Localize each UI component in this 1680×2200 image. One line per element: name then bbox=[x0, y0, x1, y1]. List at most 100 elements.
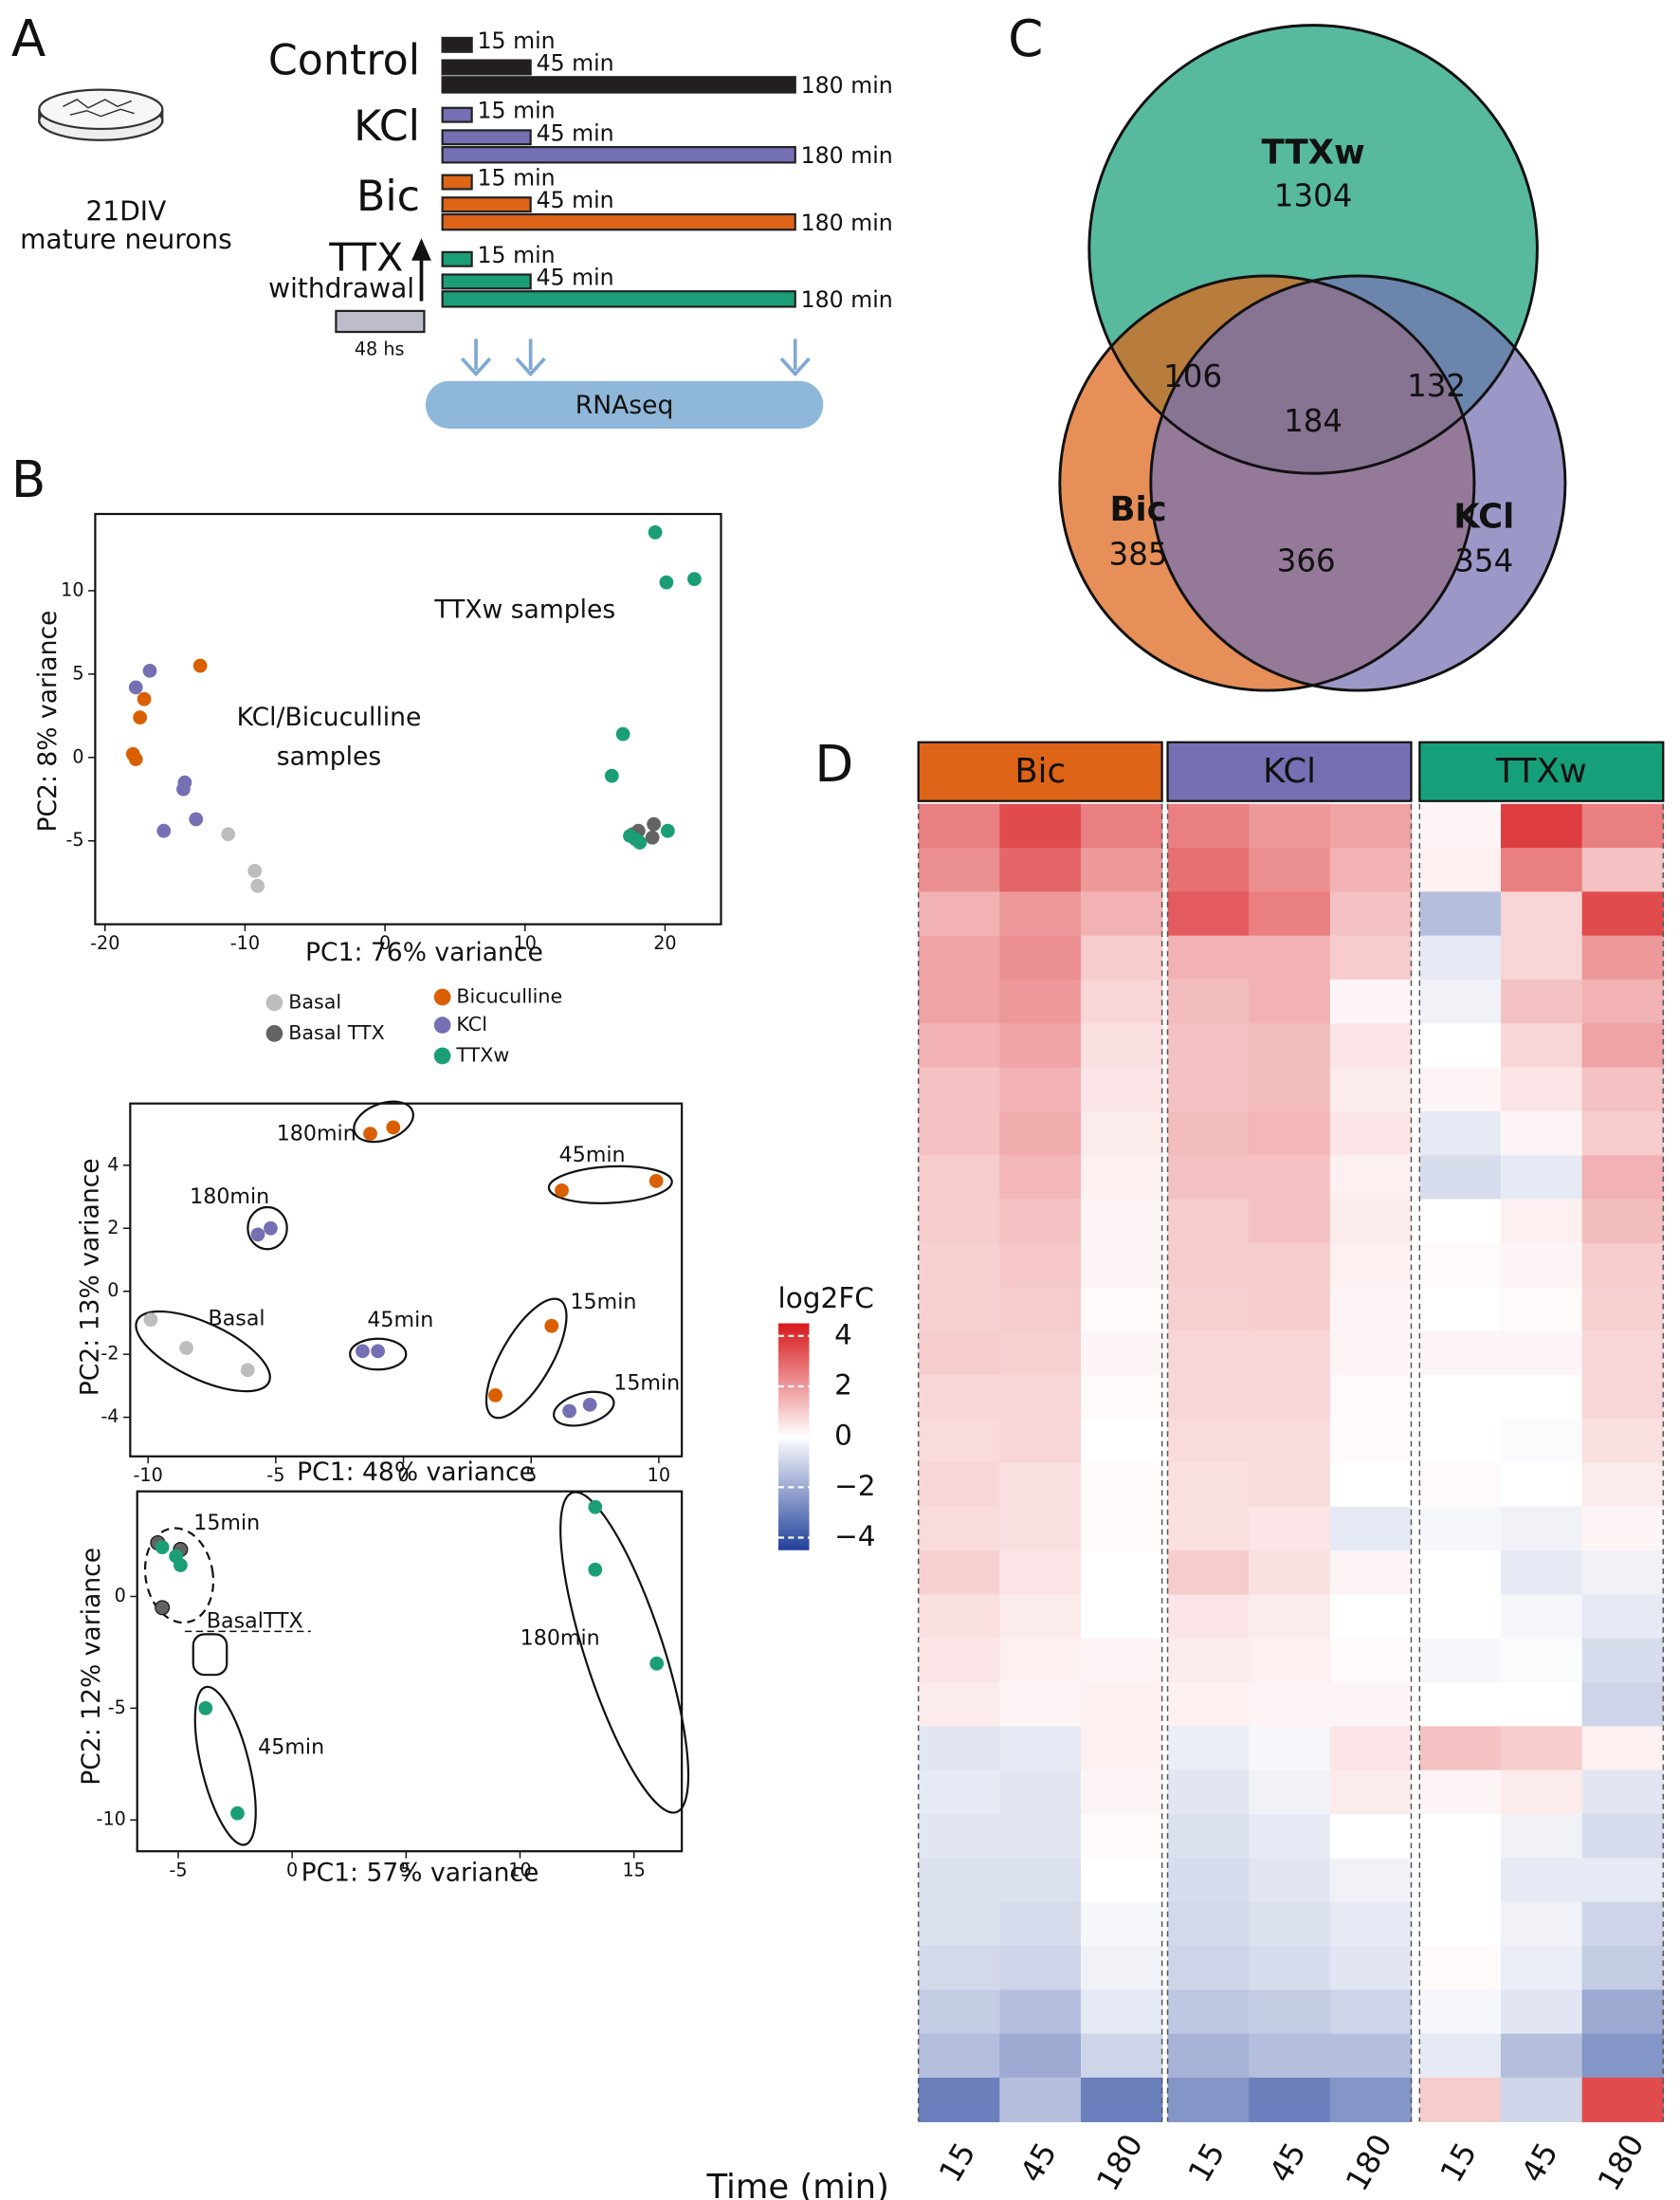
heat-cell bbox=[1581, 1682, 1665, 1728]
heat-cell bbox=[918, 1638, 1001, 1683]
point bbox=[648, 524, 663, 540]
heat-cell bbox=[1500, 1769, 1583, 1815]
heat-cell bbox=[1080, 1330, 1163, 1376]
panel-label: D bbox=[814, 735, 853, 794]
group-header bbox=[1166, 741, 1413, 802]
y-tick-label: 0 bbox=[72, 745, 83, 767]
y-tick-label: -4 bbox=[100, 1405, 119, 1427]
heat-cell bbox=[1500, 1901, 1583, 1947]
heat-cell bbox=[1249, 1989, 1331, 2035]
time-label: 15 min bbox=[478, 98, 556, 124]
heat-cell bbox=[1419, 1858, 1502, 1903]
time-bar bbox=[441, 146, 796, 164]
heat-cell bbox=[1419, 891, 1502, 937]
heat-cell bbox=[1249, 1682, 1331, 1728]
heat-cell bbox=[918, 1858, 1001, 1903]
heat-cell bbox=[918, 935, 1001, 981]
heat-cell bbox=[999, 2077, 1082, 2122]
heat-cell bbox=[999, 979, 1082, 1025]
heat-cell bbox=[1249, 1550, 1331, 1596]
heat-cell bbox=[1080, 979, 1163, 1025]
time-label: 45 min bbox=[537, 50, 614, 77]
heat-cell bbox=[1329, 1155, 1413, 1201]
point bbox=[582, 1397, 597, 1412]
heat-cell bbox=[1500, 1242, 1583, 1288]
heat-cell bbox=[1249, 803, 1331, 849]
point bbox=[588, 1499, 603, 1514]
region-count: 132 bbox=[1407, 368, 1466, 404]
heat-cell bbox=[1329, 1374, 1413, 1420]
point bbox=[247, 864, 263, 878]
heat-cell bbox=[1329, 1110, 1413, 1156]
heat-cell bbox=[1500, 1989, 1583, 2035]
heat-cell bbox=[999, 1287, 1082, 1332]
heat-cell bbox=[1500, 1858, 1583, 1903]
x-axis-label: Time (min) bbox=[705, 2168, 888, 2200]
heat-cell bbox=[1080, 935, 1163, 981]
time-tick-label: 180 bbox=[1339, 2128, 1399, 2197]
heat-cell bbox=[918, 2033, 1001, 2079]
heat-cell bbox=[1167, 1023, 1250, 1069]
heat-cell bbox=[999, 1199, 1082, 1244]
heat-cell bbox=[918, 1419, 1001, 1464]
heat-cell bbox=[1581, 891, 1665, 937]
heat-cell bbox=[1249, 2033, 1331, 2079]
cluster-outline bbox=[193, 1685, 257, 1846]
cluster-outline bbox=[247, 1205, 288, 1251]
heat-cell bbox=[999, 2033, 1082, 2079]
heat-cell bbox=[1080, 1287, 1163, 1332]
time-bar bbox=[441, 250, 473, 267]
heat-cell bbox=[1581, 848, 1665, 893]
point bbox=[142, 663, 157, 678]
point bbox=[179, 1341, 193, 1355]
heat-cell bbox=[1500, 1374, 1583, 1420]
point bbox=[356, 1344, 370, 1359]
heat-cell bbox=[918, 1287, 1001, 1332]
y-tick-label: 10 bbox=[61, 578, 83, 600]
group-label: TTXw bbox=[1495, 752, 1587, 791]
point bbox=[562, 1403, 577, 1419]
sample-arrow bbox=[515, 339, 546, 377]
heat-cell bbox=[1080, 1199, 1163, 1244]
venn-circle bbox=[1150, 275, 1565, 691]
x-axis-label: PC1: 76% variance bbox=[305, 938, 543, 967]
heat-cell bbox=[918, 1945, 1001, 1991]
heat-cell bbox=[1080, 1419, 1163, 1464]
heat-cell bbox=[1581, 1726, 1665, 1771]
condition-label: TTX bbox=[328, 235, 403, 281]
heat-cell bbox=[1500, 1419, 1583, 1464]
heat-cell bbox=[1581, 1769, 1665, 1815]
heat-cell bbox=[1419, 1110, 1502, 1156]
heat-cell bbox=[1080, 1242, 1163, 1288]
time-tick-label: 15 bbox=[932, 2136, 983, 2189]
heat-cell bbox=[1249, 1110, 1331, 1156]
heat-cell bbox=[1500, 1110, 1583, 1156]
heat-cell bbox=[1581, 1110, 1665, 1156]
heat-cell bbox=[1167, 1287, 1250, 1332]
heat-cell bbox=[1500, 935, 1583, 981]
heat-cell bbox=[1080, 1155, 1163, 1201]
point bbox=[156, 823, 172, 838]
heat-cell bbox=[999, 1594, 1082, 1640]
heat-cell bbox=[1500, 1682, 1583, 1728]
heat-cell bbox=[1080, 1901, 1163, 1947]
colorbar-tick-label: 4 bbox=[834, 1318, 852, 1350]
time-bar bbox=[441, 196, 532, 213]
heat-cell bbox=[1419, 803, 1502, 849]
heat-cell bbox=[1419, 1550, 1502, 1596]
heat-cell bbox=[1500, 1550, 1583, 1596]
heat-cell bbox=[1167, 1110, 1250, 1156]
heat-cell bbox=[1500, 1726, 1583, 1771]
heat-cell bbox=[1080, 2033, 1163, 2079]
heat-cell bbox=[1167, 1945, 1250, 1991]
heat-cell bbox=[1419, 1462, 1502, 1508]
heat-cell bbox=[918, 1989, 1001, 2035]
time-label: 180 min bbox=[801, 286, 893, 313]
heat-cell bbox=[1419, 1901, 1502, 1947]
y-tick-label: 4 bbox=[107, 1153, 119, 1175]
heat-cell bbox=[1329, 1462, 1413, 1508]
heat-cell bbox=[999, 1858, 1082, 1903]
heat-cell bbox=[1249, 1945, 1331, 1991]
heat-cell bbox=[1581, 1199, 1665, 1244]
heat-cell bbox=[1419, 1506, 1502, 1551]
